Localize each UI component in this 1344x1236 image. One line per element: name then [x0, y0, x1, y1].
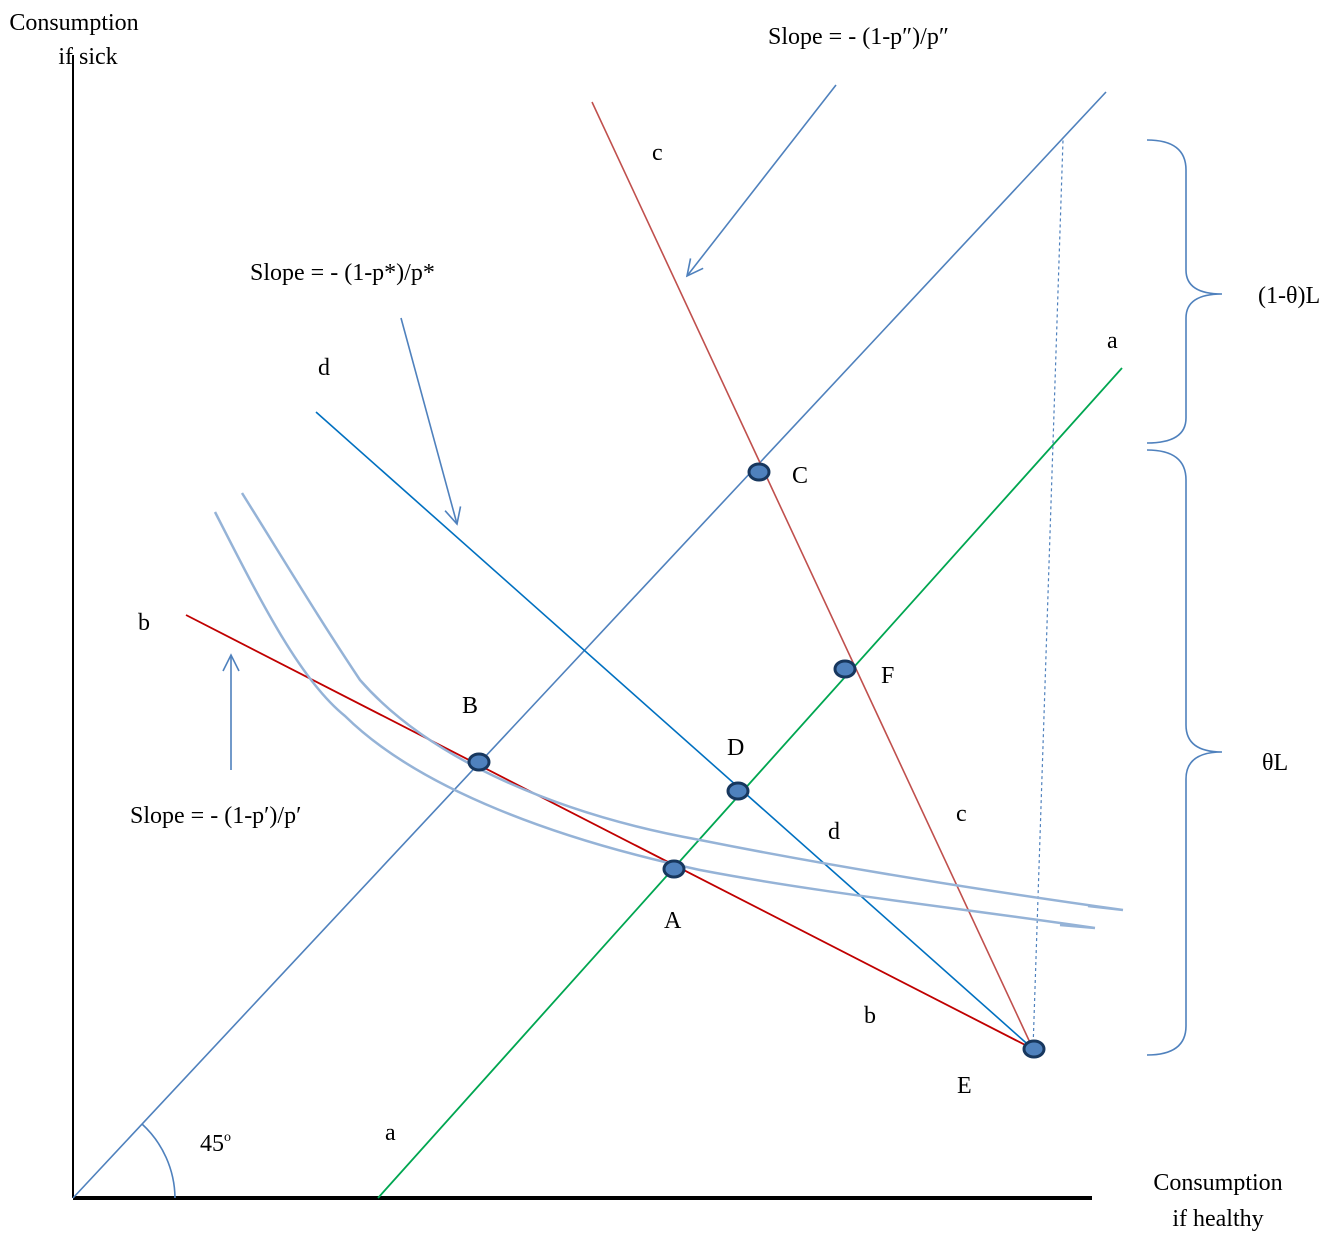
brace-upper-label: (1-θ)L	[1258, 283, 1320, 309]
slope-label-p-star: Slope = - (1-p*)/p*	[250, 260, 435, 286]
line-b-label-bottom: b	[864, 1003, 876, 1029]
brace-upper	[1146, 139, 1223, 444]
indifference-curve-upper	[240, 492, 1124, 912]
x-axis-label-line1: Consumption	[1153, 1170, 1282, 1196]
line-d-label-top: d	[318, 355, 330, 381]
points	[467, 462, 1046, 1059]
arrow-p-double	[685, 84, 837, 278]
point-e-label: E	[957, 1073, 972, 1099]
line-d-label-bottom: d	[828, 819, 840, 845]
point-a-label: A	[664, 908, 682, 934]
vertical-dashed-line	[1032, 139, 1064, 1050]
line-a	[377, 367, 1123, 1199]
line-b	[185, 614, 1034, 1050]
point-b-marker	[467, 752, 491, 772]
line-a-label-bottom: a	[385, 1120, 396, 1146]
point-a-marker	[662, 859, 686, 879]
point-c-label: C	[792, 463, 808, 489]
certainty-line	[72, 91, 1107, 1199]
indifference-curve-lower	[213, 511, 1096, 930]
angle-label: 45o	[200, 1130, 231, 1157]
point-d-marker	[726, 781, 750, 801]
angle-arc-45	[141, 1123, 176, 1199]
slope-label-p-prime: Slope = - (1-p′)/p′	[130, 803, 301, 829]
brace-lower	[1146, 449, 1223, 1056]
point-e-marker	[1022, 1039, 1046, 1059]
brace-lower-label: θL	[1262, 750, 1288, 776]
line-d	[315, 411, 1034, 1050]
point-d-label: D	[727, 735, 744, 761]
line-b-label-left: b	[138, 610, 150, 636]
slope-label-p-double: Slope = - (1-p″)/p″	[768, 24, 949, 50]
point-c-marker	[747, 462, 771, 482]
point-b-label: B	[462, 693, 478, 719]
point-f-marker	[833, 659, 857, 679]
line-c-label-bottom: c	[956, 801, 967, 827]
y-axis-label-line1: Consumption	[9, 10, 138, 36]
line-a-label-top: a	[1107, 328, 1118, 354]
line-c	[591, 101, 1034, 1050]
x-axis-label-line2: if healthy	[1172, 1206, 1263, 1232]
angle-degree-sup: o	[224, 1130, 231, 1145]
y-axis-label-line2: if sick	[58, 44, 117, 70]
line-c-label-top: c	[652, 140, 663, 166]
point-f-label: F	[881, 663, 894, 689]
arrow-p-star	[400, 317, 462, 526]
